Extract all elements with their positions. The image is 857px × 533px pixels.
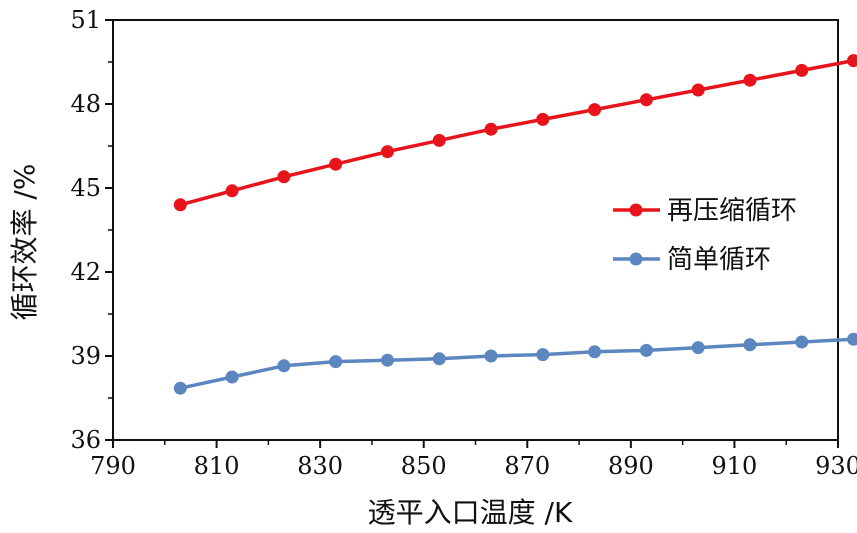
- data-point: [691, 341, 705, 355]
- x-tick-label: 830: [297, 452, 343, 480]
- data-point: [173, 198, 187, 212]
- data-point: [277, 359, 291, 373]
- legend-label: 再压缩循环: [667, 196, 797, 226]
- x-tick-label: 930: [815, 452, 857, 480]
- data-point: [380, 145, 394, 159]
- data-point: [536, 348, 550, 362]
- data-point: [743, 73, 757, 87]
- data-point: [277, 170, 291, 184]
- data-point: [173, 381, 187, 395]
- y-tick-label: 42: [70, 258, 101, 286]
- data-point: [536, 112, 550, 126]
- series-1: [173, 332, 857, 395]
- data-point: [432, 352, 446, 366]
- y-tick-label: 45: [70, 174, 101, 202]
- series-layer: [173, 54, 857, 395]
- data-point: [847, 54, 857, 68]
- x-tick-label: 890: [608, 452, 654, 480]
- x-axis: 790 810 830 850 870 890 910 930: [90, 440, 857, 480]
- data-point: [795, 63, 809, 77]
- data-point: [225, 184, 239, 198]
- legend-item-1: 简单循环: [613, 245, 771, 275]
- data-point: [329, 355, 343, 369]
- x-axis-title: 透平入口温度 /K: [368, 496, 573, 529]
- data-point: [588, 103, 602, 117]
- data-point: [847, 332, 857, 346]
- x-tick-label: 870: [504, 452, 550, 480]
- x-tick-label: 790: [90, 452, 136, 480]
- series-0: [173, 54, 857, 212]
- legend-item-0: 再压缩循环: [613, 196, 797, 226]
- data-point: [691, 83, 705, 97]
- data-point: [743, 338, 757, 352]
- data-point: [639, 93, 653, 107]
- y-axis-title: 循环效率 /%: [8, 164, 41, 321]
- data-point: [225, 370, 239, 384]
- legend-marker: [629, 252, 643, 266]
- series-line: [179, 58, 854, 207]
- data-point: [329, 157, 343, 171]
- legend-marker: [629, 203, 643, 217]
- data-point: [588, 345, 602, 359]
- data-point: [639, 343, 653, 357]
- data-point: [795, 335, 809, 349]
- x-tick-label: 910: [712, 452, 758, 480]
- data-point: [432, 133, 446, 147]
- y-tick-label: 39: [70, 342, 101, 370]
- data-point: [484, 122, 498, 136]
- legend-label: 简单循环: [667, 245, 771, 275]
- y-tick-label: 36: [70, 426, 101, 454]
- y-tick-label: 51: [70, 6, 101, 34]
- series-line: [179, 337, 854, 390]
- x-tick-label: 810: [194, 452, 240, 480]
- y-tick-label: 48: [70, 90, 101, 118]
- data-point: [380, 353, 394, 367]
- y-axis: 36 39 42 45 48 51: [70, 6, 113, 454]
- data-point: [484, 349, 498, 363]
- x-tick-label: 850: [401, 452, 447, 480]
